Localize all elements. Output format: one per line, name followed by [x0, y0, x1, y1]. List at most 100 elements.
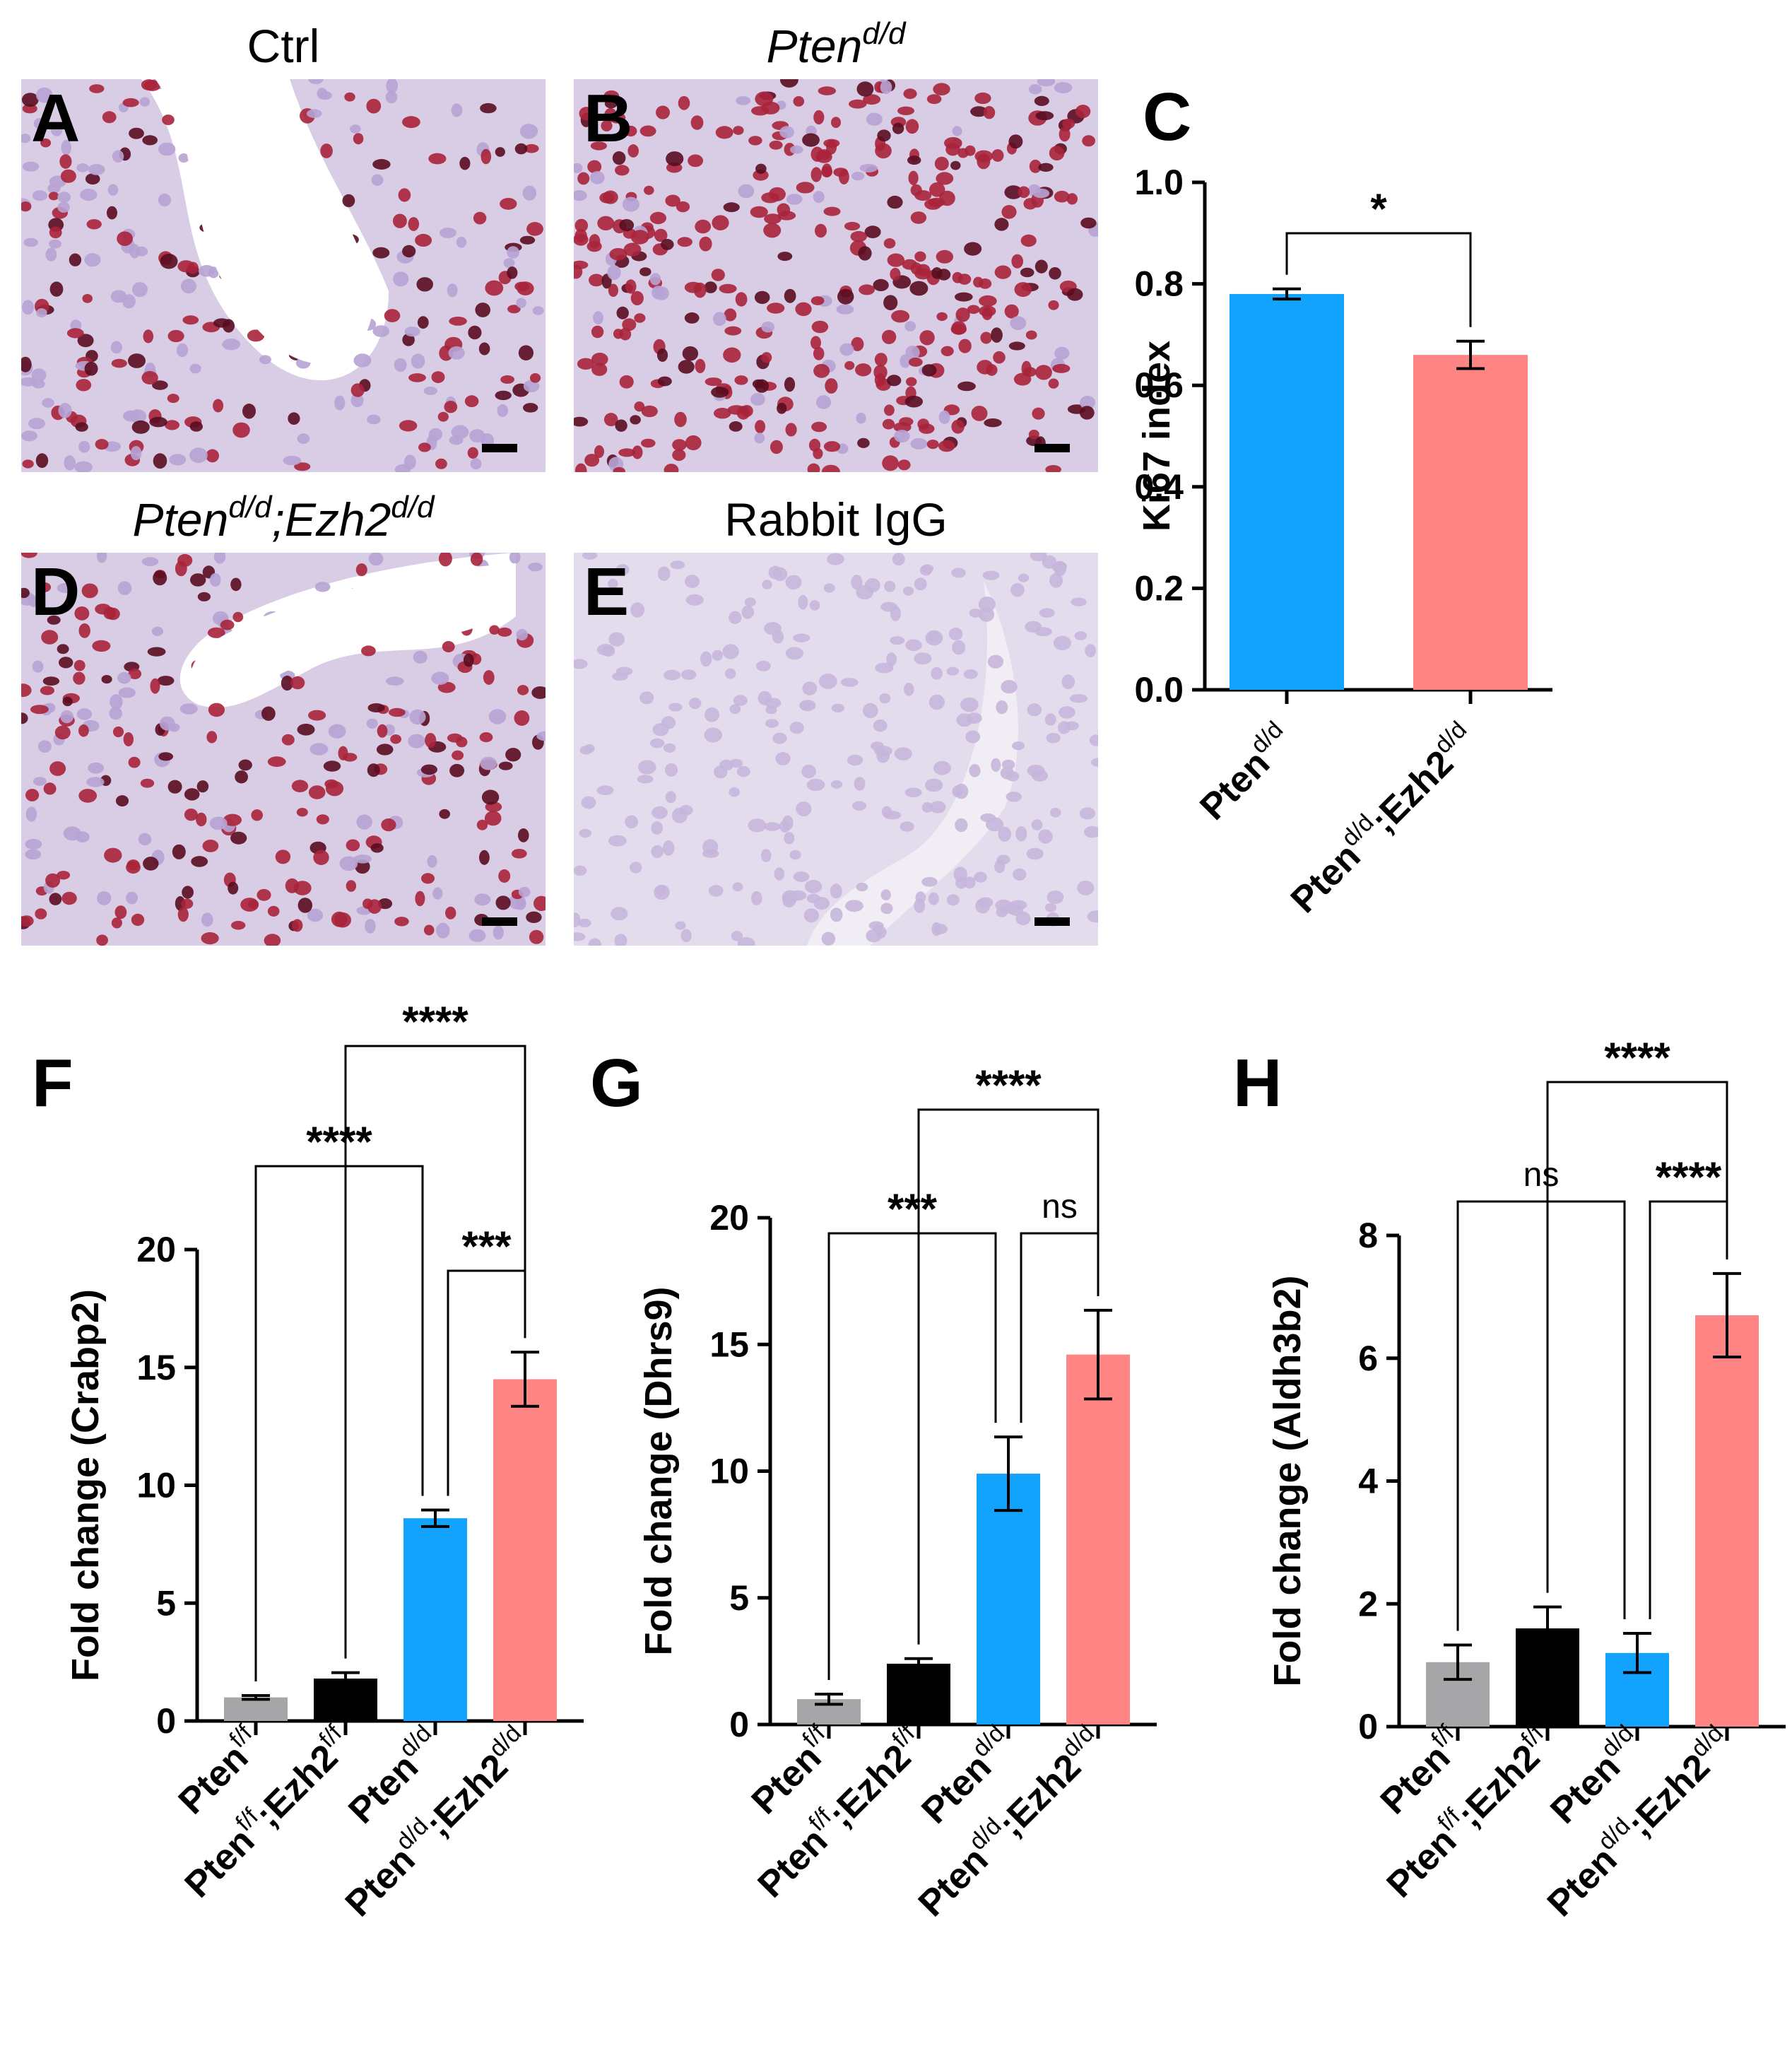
nucleus	[946, 666, 960, 676]
nucleus	[652, 806, 668, 819]
nucleus	[784, 288, 796, 303]
nucleus	[873, 719, 888, 732]
nucleus	[49, 226, 62, 239]
nucleus	[143, 857, 159, 871]
nucleus	[634, 313, 646, 323]
nucleus	[663, 743, 676, 753]
nucleus	[649, 738, 665, 748]
nucleus	[1034, 95, 1049, 106]
nucleus	[82, 294, 93, 303]
nucleus	[630, 602, 644, 618]
scale-bar	[482, 917, 517, 926]
nucleus	[22, 161, 40, 172]
nucleus	[1079, 807, 1096, 820]
nucleus	[439, 228, 456, 238]
nucleus	[495, 390, 512, 401]
nucleus	[880, 80, 892, 95]
nucleus	[196, 812, 207, 827]
nucleus	[711, 269, 725, 281]
nucleus	[43, 782, 57, 795]
lumen	[807, 581, 1018, 946]
nucleus	[394, 917, 409, 927]
bar	[493, 1379, 557, 1721]
nucleus	[500, 198, 517, 210]
nucleus	[518, 886, 531, 898]
nucleus	[823, 206, 841, 216]
nucleus	[346, 839, 360, 852]
nucleus	[892, 122, 904, 134]
nucleus	[722, 644, 739, 659]
nucleus	[661, 239, 674, 250]
nucleus	[314, 582, 331, 592]
nucleus	[232, 611, 244, 623]
nucleus	[914, 190, 932, 201]
nucleus	[704, 281, 717, 293]
nucleus	[73, 671, 86, 685]
nucleus	[785, 647, 803, 660]
nucleus	[21, 712, 28, 724]
nucleus	[49, 281, 64, 297]
nucleus	[157, 676, 175, 686]
micrograph-title: Rabbit IgG	[724, 493, 948, 546]
nucleus	[448, 346, 465, 360]
nucleus	[581, 796, 596, 809]
nucleus	[59, 657, 73, 669]
nucleus	[1034, 259, 1048, 274]
nucleus	[459, 156, 471, 170]
nucleus	[60, 169, 76, 183]
nucleus	[880, 903, 893, 915]
nucleus	[308, 785, 326, 799]
nucleus	[158, 142, 176, 156]
nucleus	[825, 378, 838, 394]
nucleus	[830, 780, 843, 789]
nucleus	[662, 840, 675, 856]
nucleus	[21, 587, 30, 599]
nucleus	[283, 455, 301, 466]
nucleus	[22, 459, 34, 469]
nucleus	[577, 358, 594, 370]
nucleus	[310, 743, 329, 756]
nucleus	[854, 777, 866, 791]
nucleus	[1090, 758, 1098, 767]
nucleus	[132, 282, 148, 298]
nucleus	[313, 850, 329, 866]
nucleus	[481, 789, 500, 805]
nucleus	[596, 644, 615, 656]
nucleus	[729, 758, 743, 768]
nucleus	[452, 750, 464, 760]
nucleus	[811, 421, 827, 433]
nucleus	[159, 716, 175, 731]
nucleus	[936, 249, 954, 264]
nucleus	[604, 107, 618, 122]
nucleus	[579, 828, 591, 838]
nucleus	[1011, 254, 1023, 269]
nucleus	[28, 418, 45, 430]
nucleus	[92, 640, 111, 652]
nucleus	[449, 317, 467, 326]
nucleus	[526, 222, 543, 236]
nucleus	[141, 557, 159, 567]
nucleus	[904, 787, 922, 798]
nucleus	[908, 170, 919, 185]
nucleus	[323, 760, 341, 772]
nucleus	[191, 856, 208, 867]
nucleus	[516, 298, 526, 309]
micrograph-a: A Ctrl	[21, 20, 546, 472]
nucleus	[775, 752, 791, 765]
y-axis-label: Fold change (Crabp2)	[64, 1289, 107, 1681]
nucleus	[883, 238, 896, 249]
nucleus	[994, 218, 1009, 231]
nucleus	[941, 346, 954, 356]
nucleus	[890, 606, 901, 621]
nucleus	[367, 763, 380, 777]
nucleus	[607, 265, 621, 281]
nucleus	[1039, 608, 1055, 618]
nucleus	[319, 90, 332, 100]
nucleus	[755, 91, 774, 107]
nucleus	[789, 850, 801, 860]
nucleus	[202, 840, 219, 852]
nucleus	[845, 900, 863, 912]
nucleus	[823, 583, 835, 593]
nucleus	[700, 651, 712, 667]
